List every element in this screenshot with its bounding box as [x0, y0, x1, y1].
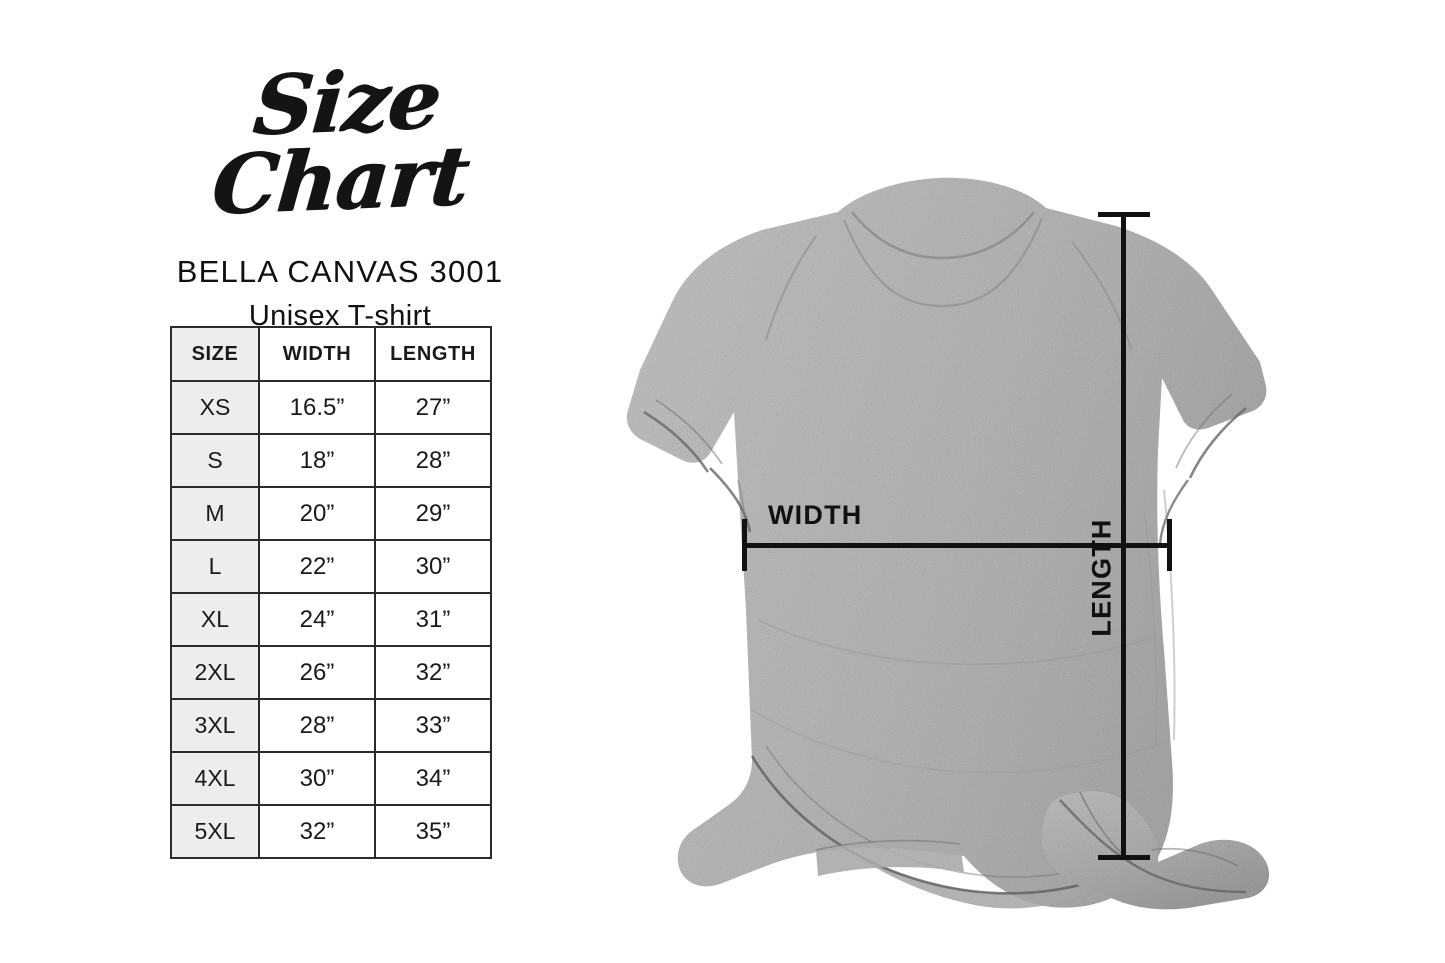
length-measure-cap-bottom — [1098, 855, 1150, 860]
cell-width: 28” — [258, 698, 376, 753]
brand-name: BELLA CANVAS 3001 — [176, 253, 504, 289]
width-measure-label: WIDTH — [768, 500, 863, 530]
cell-size: XL — [170, 592, 260, 647]
cell-length: 30” — [374, 539, 492, 594]
cell-width: 26” — [258, 645, 376, 700]
table-row: L 22” 30” — [170, 539, 492, 594]
cell-width: 24” — [258, 592, 376, 647]
cell-length: 27” — [374, 380, 492, 435]
cell-length: 31” — [374, 592, 492, 647]
cell-width: 30” — [258, 751, 376, 806]
column-header-length: LENGTH — [374, 326, 492, 382]
cell-size: 2XL — [170, 645, 260, 700]
width-measure-line — [742, 543, 1172, 548]
length-measure-cap-top — [1098, 212, 1150, 217]
length-measure-line — [1121, 212, 1126, 860]
title-block: Size Chart BELLA CANVAS 3001 Unisex T-sh… — [150, 51, 530, 333]
cell-length: 34” — [374, 751, 492, 806]
cell-width: 32” — [258, 804, 376, 859]
table-row: XL 24” 31” — [170, 592, 492, 647]
column-header-size: SIZE — [170, 326, 260, 382]
table-row: S 18” 28” — [170, 433, 492, 488]
tshirt-icon — [626, 177, 1270, 910]
cell-length: 28” — [374, 433, 492, 488]
cell-width: 22” — [258, 539, 376, 594]
page-title: Size Chart — [208, 51, 473, 234]
cell-size: 3XL — [170, 698, 260, 753]
table-row: M 20” 29” — [170, 486, 492, 541]
table-row: 4XL 30” 34” — [170, 751, 492, 806]
cell-size: S — [170, 433, 260, 488]
cell-size: L — [170, 539, 260, 594]
cell-size: XS — [170, 380, 260, 435]
cell-length: 35” — [374, 804, 492, 859]
width-measure-cap-right — [1167, 519, 1172, 571]
cell-width: 18” — [258, 433, 376, 488]
table-header-row: SIZE WIDTH LENGTH — [170, 326, 492, 382]
cell-size: 5XL — [170, 804, 260, 859]
cell-width: 16.5” — [258, 380, 376, 435]
cell-length: 29” — [374, 486, 492, 541]
size-chart-table: SIZE WIDTH LENGTH XS 16.5” 27” S 18” 28”… — [170, 326, 492, 859]
width-measure-cap-left — [742, 519, 747, 571]
cell-length: 32” — [374, 645, 492, 700]
tshirt-illustration: CANVAS — [560, 150, 1320, 910]
cell-size: 4XL — [170, 751, 260, 806]
table-row: XS 16.5” 27” — [170, 380, 492, 435]
table-row: 3XL 28” 33” — [170, 698, 492, 753]
cell-width: 20” — [258, 486, 376, 541]
cell-length: 33” — [374, 698, 492, 753]
table-row: 5XL 32” 35” — [170, 804, 492, 859]
cell-size: M — [170, 486, 260, 541]
length-measure-label: LENGTH — [1086, 518, 1117, 637]
table-row: 2XL 26” 32” — [170, 645, 492, 700]
column-header-width: WIDTH — [258, 326, 376, 382]
